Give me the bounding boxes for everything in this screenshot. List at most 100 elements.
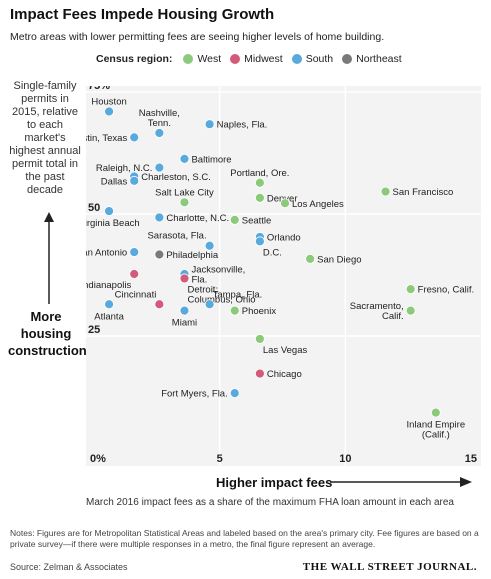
point-chicago (254, 368, 265, 379)
point-label: Cincinnati (115, 289, 157, 300)
point-label: Las Vegas (263, 345, 308, 356)
point-san-francisco (380, 186, 391, 197)
legend-swatch-midwest (230, 54, 241, 64)
point-sarasota-fla- (204, 240, 215, 251)
point-label-line: Houston (91, 97, 126, 108)
point-label-line: San Diego (317, 254, 361, 265)
point-label-line: Los Angeles (292, 199, 344, 210)
point-label: Indianapolis (86, 280, 131, 291)
point-label: Inland Empire (Calif.) (407, 420, 466, 441)
point-label: Fort Myers, Fla. (161, 389, 228, 400)
point-label-line: Chicago (267, 369, 302, 380)
y-tick-label: 75% (88, 86, 110, 92)
legend-item-west: West (183, 53, 221, 65)
point-label-line: Atlanta (94, 311, 124, 322)
legend-label-west: West (197, 53, 222, 65)
point-houston (104, 106, 114, 117)
point-fresno-calif- (405, 284, 416, 295)
point-label-line: Detroit; (187, 284, 218, 295)
chart-title: Impact Fees Impede Housing Growth (10, 6, 275, 23)
x-tick-label: 5 (217, 453, 223, 465)
legend-title: Census region: (96, 53, 173, 65)
point-phoenix (229, 305, 240, 316)
point-denver (254, 192, 265, 203)
point-label-line: Miami (172, 318, 197, 329)
x-axis-note: March 2016 impact fees as a share of the… (86, 497, 454, 508)
point-label-line: Tampa, Fla. (213, 289, 263, 300)
y-tick-label: 25 (88, 324, 100, 336)
point-atlanta (104, 299, 114, 310)
point-label: Portland, Ore. (230, 168, 289, 179)
point-label: Atlanta (94, 311, 124, 322)
point-label: D.C. (263, 247, 282, 258)
chart-subtitle: Metro areas with lower permitting fees a… (10, 31, 385, 43)
point-nashville-tenn- (154, 128, 165, 138)
point-miami (179, 305, 190, 316)
legend-item-northeast: Northeast (342, 53, 402, 65)
point-label-line: Fla. (191, 275, 207, 286)
point-label: Los Angeles (292, 199, 344, 210)
point-label: Fresno, Calif. (418, 285, 475, 296)
point-label-line: Jacksonville, (191, 265, 245, 276)
point-label: Miami (172, 318, 197, 329)
point-label-line: Denver (267, 193, 298, 204)
point-dallas (129, 175, 140, 186)
point-san-diego (305, 253, 316, 264)
point-charlotte-n-c- (154, 212, 165, 223)
point-detroit-columbus-ohio (179, 273, 190, 284)
point-label-line: Cincinnati (115, 289, 157, 300)
x-axis-label: Higher impact fees (216, 475, 333, 490)
point-label: Austin, Texas (86, 133, 127, 144)
point-label-line: Phoenix (242, 306, 277, 317)
x-tick-label: 15 (465, 453, 477, 465)
point-label-line: Austin, Texas (86, 133, 127, 144)
point-inland-empire-calif- (430, 407, 441, 418)
point-sacramento-calif- (405, 305, 416, 316)
point-label-line: Philadelphia (166, 250, 218, 261)
y-tick-label: 50 (88, 202, 100, 214)
point-label-line: D.C. (263, 247, 282, 258)
point-label: San Diego (317, 254, 361, 265)
point-label-line: Orlando (267, 232, 301, 243)
point-philadelphia (154, 249, 165, 260)
y-axis-emphasis: More housing construction (8, 309, 87, 358)
point-label: San Francisco (393, 187, 454, 198)
up-arrow-icon (44, 212, 54, 304)
point-label: Baltimore (191, 154, 231, 165)
point-label-line: Charleston, S.C. (141, 172, 211, 183)
point-label-line: Seattle (242, 215, 272, 226)
legend-label-midwest: Midwest (244, 53, 283, 65)
point-label-line: Salt Lake City (155, 187, 214, 198)
point-label-line: Sarasota, Fla. (147, 231, 206, 242)
point-label-line: Columbus, Ohio (187, 294, 255, 305)
legend-item-south: South (291, 53, 333, 65)
point-naples-fla- (204, 119, 215, 130)
point-label-line: (Calif.) (422, 430, 450, 441)
point-label: Dallas (101, 176, 128, 187)
point-label: Houston (91, 97, 126, 108)
point-label-line: Baltimore (191, 154, 231, 165)
point-label: Seattle (242, 215, 272, 226)
point-d-c- (254, 236, 265, 247)
point-indianapolis (129, 269, 140, 279)
point-label-line: San Antonio (86, 248, 127, 259)
point-label: Philadelphia (166, 250, 218, 261)
point-seattle (229, 214, 240, 225)
point-label-line: Naples, Fla. (217, 120, 268, 131)
point-cincinnati (154, 299, 165, 310)
point-raleigh-n-c- (154, 162, 165, 173)
point-label-line: Fort Myers, Fla. (161, 389, 228, 400)
point-label: Charlotte, N.C. (166, 213, 229, 224)
point-label-line: Nashville, (139, 108, 180, 119)
point-label: Raleigh, N.C. (96, 163, 153, 174)
point-label: Chicago (267, 369, 302, 380)
point-label-line: San Francisco (393, 187, 454, 198)
point-tampa-fla- (204, 299, 215, 310)
point-salt-lake-city (179, 197, 190, 208)
point-label: Naples, Fla. (217, 120, 268, 131)
point-label: Nashville, Tenn. (139, 108, 180, 129)
point-label: Tampa, Fla. (213, 289, 263, 300)
plot-background (86, 86, 481, 466)
point-label-line: Fresno, Calif. (418, 285, 475, 296)
point-label: San Antonio (86, 248, 127, 259)
